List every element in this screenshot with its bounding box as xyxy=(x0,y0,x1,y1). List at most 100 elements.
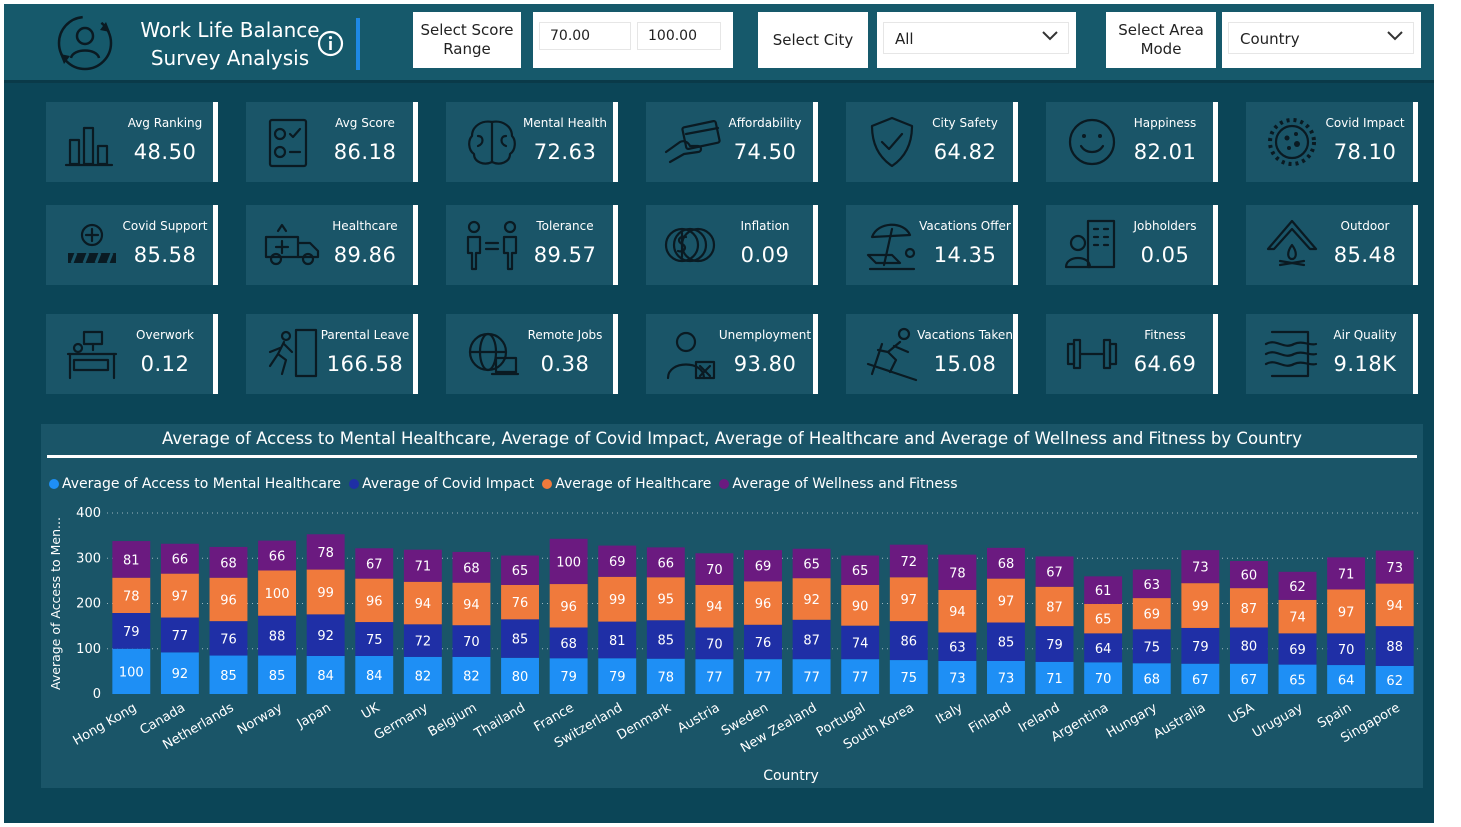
bar-segment xyxy=(112,541,151,578)
data-label: 100 xyxy=(556,555,581,570)
x-tick-label: UK xyxy=(359,700,383,722)
city-dropdown[interactable]: All xyxy=(877,12,1076,68)
data-label: 72 xyxy=(415,635,432,650)
bar-segment xyxy=(501,584,539,620)
kpi-label: Air Quality xyxy=(1333,328,1397,342)
chart-plot: 0 100 200 300 400 Average of Access to Men...… xyxy=(48,506,1419,784)
data-label: 86 xyxy=(901,635,918,650)
bar-segment xyxy=(1084,603,1123,634)
area-mode-dropdown-field[interactable] xyxy=(1228,22,1414,54)
bar-segment xyxy=(1327,557,1366,590)
kpi-card-virus: Covid Impact 78.10 xyxy=(1246,102,1418,182)
area-mode-dropdown[interactable]: Country xyxy=(1222,12,1421,68)
score-range-slicer: 70.00 100.00 xyxy=(533,12,733,68)
bar-segment xyxy=(792,619,831,660)
kpi-value: 0.09 xyxy=(740,243,790,267)
checklist-icon xyxy=(268,118,308,168)
data-label: 81 xyxy=(123,553,140,568)
stacked-bar-chart-panel: Average of Access to Mental Healthcare, … xyxy=(41,424,1423,788)
bar-segment xyxy=(1278,571,1317,600)
chart-title-rule xyxy=(47,455,1417,458)
legend-label: Average of Access to Mental Healthcare xyxy=(62,476,342,492)
bar-segment xyxy=(987,660,1025,694)
data-label: 78 xyxy=(123,589,140,604)
data-label: 65 xyxy=(1289,673,1306,688)
bar-segment xyxy=(1035,661,1074,694)
bar-segment xyxy=(938,660,977,694)
bar-segment xyxy=(744,659,782,694)
data-label: 97 xyxy=(1338,605,1355,620)
data-label: 77 xyxy=(803,671,820,686)
bar-segment xyxy=(646,547,685,578)
kpi-label: Affordability xyxy=(728,116,802,130)
info-icon[interactable] xyxy=(317,30,344,57)
bar-segment xyxy=(1035,586,1074,627)
bar-segment xyxy=(355,655,394,694)
bar-segment xyxy=(1278,633,1317,665)
kpi-label: Parental Leave xyxy=(320,328,410,342)
bar-chart-icon xyxy=(64,126,114,167)
desk-sleep-icon xyxy=(66,330,118,380)
data-label: 94 xyxy=(949,605,966,620)
data-label: 68 xyxy=(998,557,1015,572)
bar-segment xyxy=(403,656,442,694)
x-tick-label: Belgium xyxy=(426,700,480,740)
data-label: 68 xyxy=(463,561,480,576)
city-dropdown-field[interactable] xyxy=(883,22,1069,54)
data-label: 70 xyxy=(706,637,723,652)
bar-segment xyxy=(646,577,685,621)
data-label: 72 xyxy=(901,555,918,570)
chevron-down-icon xyxy=(1042,31,1058,41)
data-label: 68 xyxy=(560,637,577,652)
city-dropdown-value: All xyxy=(895,30,914,48)
x-tick-label: Australia xyxy=(1151,700,1208,742)
bar-segment xyxy=(841,584,880,626)
title-accent-bar xyxy=(356,18,360,70)
globe-laptop-icon xyxy=(468,332,520,376)
legend-item-covid-impact[interactable]: Average of Covid Impact xyxy=(349,476,534,492)
bar-segment xyxy=(792,548,831,579)
bar-segment xyxy=(258,615,297,656)
beach-umbrella-icon xyxy=(866,223,916,271)
data-label: 79 xyxy=(1046,638,1063,653)
kpi-card-checklist: Avg Score 86.18 xyxy=(246,102,418,182)
data-label: 85 xyxy=(658,633,675,648)
data-label: 65 xyxy=(1095,613,1112,628)
virus-icon xyxy=(1268,118,1316,166)
y-tick-label: 400 xyxy=(76,506,101,521)
score-max-input[interactable]: 100.00 xyxy=(637,22,721,50)
data-label: 70 xyxy=(706,563,723,578)
legend-item-healthcare[interactable]: Average of Healthcare xyxy=(542,476,711,492)
kpi-value: 0.05 xyxy=(1140,243,1190,267)
bar-segment xyxy=(1035,626,1074,662)
bar-segment xyxy=(355,578,394,623)
legend-item-wellness-fitness[interactable]: Average of Wellness and Fitness xyxy=(719,476,958,492)
kpi-label: Overwork xyxy=(136,328,194,342)
legend-marker xyxy=(349,479,360,489)
score-min-input[interactable]: 70.00 xyxy=(539,22,631,50)
data-label: 96 xyxy=(366,594,383,609)
data-label: 97 xyxy=(172,590,189,605)
data-label: 67 xyxy=(366,557,383,572)
kpi-value: 74.50 xyxy=(733,140,797,164)
kpi-card-desk-sleep: Overwork 0.12 xyxy=(46,314,218,394)
data-label: 71 xyxy=(1046,672,1063,687)
bar-segment xyxy=(1132,598,1171,630)
bar-segment xyxy=(1229,560,1268,589)
legend-label: Average of Wellness and Fitness xyxy=(732,476,958,492)
bar-segment xyxy=(744,581,782,625)
chevron-down-icon xyxy=(1387,31,1403,41)
data-label: 80 xyxy=(1241,640,1258,655)
bar-segment xyxy=(1181,550,1220,584)
bar-segment xyxy=(695,627,734,660)
legend-item-mental-healthcare[interactable]: Average of Access to Mental Healthcare xyxy=(49,476,341,492)
data-label: 73 xyxy=(1386,561,1403,576)
kpi-label: Outdoor xyxy=(1340,219,1390,233)
data-label: 96 xyxy=(755,597,772,612)
bar-segment xyxy=(889,621,928,661)
bar-segment xyxy=(258,655,297,694)
bar-segment xyxy=(598,545,637,577)
bar-segment xyxy=(501,657,539,694)
x-tick-label: USA xyxy=(1226,700,1257,726)
bar-segment xyxy=(549,658,588,694)
